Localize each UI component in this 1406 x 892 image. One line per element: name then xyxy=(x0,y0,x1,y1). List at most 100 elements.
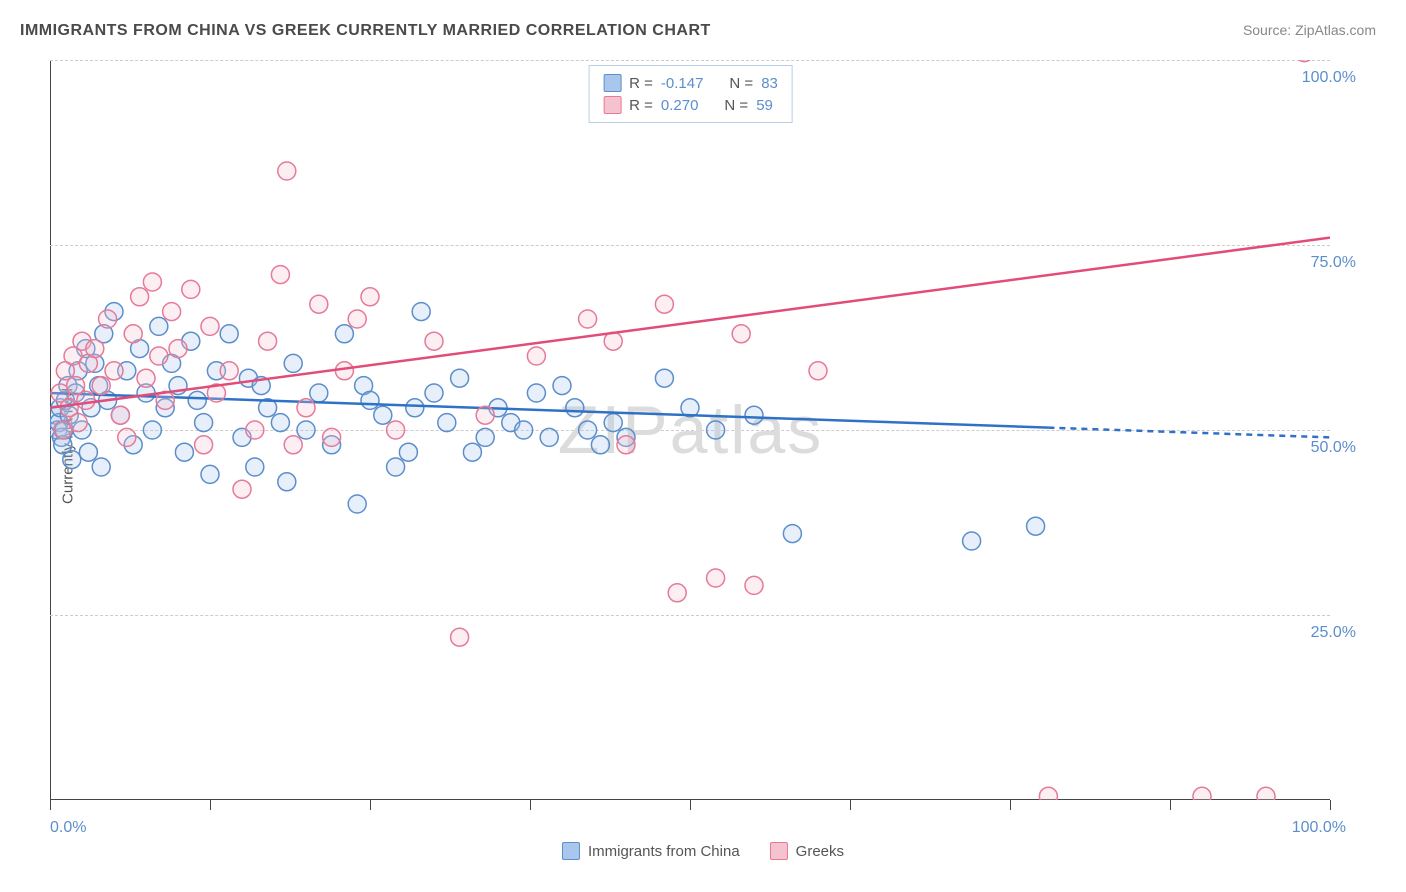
scatter-point xyxy=(591,436,609,454)
scatter-point xyxy=(1257,787,1275,800)
source-label: Source: ZipAtlas.com xyxy=(1243,22,1376,38)
x-tick-left: 0.0% xyxy=(50,819,86,837)
scatter-point xyxy=(745,576,763,594)
scatter-point xyxy=(540,428,558,446)
scatter-point xyxy=(335,325,353,343)
scatter-point xyxy=(399,443,417,461)
scatter-point xyxy=(438,414,456,432)
trend-line xyxy=(50,238,1330,408)
scatter-point xyxy=(707,421,725,439)
scatter-point xyxy=(278,162,296,180)
scatter-point xyxy=(348,310,366,328)
scatter-point xyxy=(348,495,366,513)
scatter-point xyxy=(297,421,315,439)
scatter-point xyxy=(604,414,622,432)
x-tick xyxy=(690,800,691,810)
scatter-point xyxy=(476,428,494,446)
n-value-china: 83 xyxy=(761,75,778,92)
x-tick xyxy=(1010,800,1011,810)
scatter-point xyxy=(246,421,264,439)
scatter-point xyxy=(246,458,264,476)
x-tick xyxy=(530,800,531,810)
scatter-point xyxy=(1039,787,1057,800)
scatter-point xyxy=(463,443,481,461)
r-value-greek: 0.270 xyxy=(661,97,699,114)
r-label: R = xyxy=(629,97,653,114)
scatter-point xyxy=(271,414,289,432)
scatter-point xyxy=(809,362,827,380)
scatter-point xyxy=(451,369,469,387)
scatter-point xyxy=(451,628,469,646)
x-tick-right: 100.0% xyxy=(1292,819,1346,837)
scatter-point xyxy=(323,428,341,446)
correlation-legend: R = -0.147 N = 83 R = 0.270 N = 59 xyxy=(588,65,793,123)
scatter-point xyxy=(118,428,136,446)
scatter-point xyxy=(284,436,302,454)
scatter-point xyxy=(310,384,328,402)
scatter-point xyxy=(707,569,725,587)
scatter-point xyxy=(86,340,104,358)
scatter-point xyxy=(220,325,238,343)
scatter-point xyxy=(579,421,597,439)
scatter-point xyxy=(361,288,379,306)
x-tick xyxy=(50,800,51,810)
scatter-point xyxy=(143,273,161,291)
scatter-point xyxy=(201,465,219,483)
scatter-point xyxy=(111,406,129,424)
scatter-point xyxy=(553,377,571,395)
scatter-point xyxy=(566,399,584,417)
scatter-point xyxy=(412,303,430,321)
scatter-point xyxy=(579,310,597,328)
scatter-point xyxy=(150,347,168,365)
scatter-point xyxy=(182,280,200,298)
scatter-point xyxy=(137,369,155,387)
scatter-point xyxy=(69,414,87,432)
x-tick xyxy=(1170,800,1171,810)
scatter-point xyxy=(425,332,443,350)
chart-container: IMMIGRANTS FROM CHINA VS GREEK CURRENTLY… xyxy=(0,0,1406,892)
scatter-point xyxy=(77,391,95,409)
legend-label-china: Immigrants from China xyxy=(588,843,740,860)
scatter-point xyxy=(163,303,181,321)
x-tick xyxy=(210,800,211,810)
scatter-point xyxy=(515,421,533,439)
scatter-point xyxy=(284,354,302,372)
scatter-point xyxy=(143,421,161,439)
n-value-greek: 59 xyxy=(756,97,773,114)
scatter-point xyxy=(1027,517,1045,535)
x-tick xyxy=(850,800,851,810)
n-label: N = xyxy=(724,97,748,114)
chart-svg xyxy=(50,60,1330,800)
scatter-point xyxy=(668,584,686,602)
scatter-point xyxy=(92,377,110,395)
scatter-point xyxy=(79,443,97,461)
scatter-point xyxy=(476,406,494,424)
scatter-point xyxy=(105,362,123,380)
scatter-point xyxy=(169,340,187,358)
scatter-point xyxy=(233,480,251,498)
scatter-point xyxy=(259,332,277,350)
scatter-point xyxy=(63,451,81,469)
scatter-point xyxy=(745,406,763,424)
x-tick xyxy=(370,800,371,810)
scatter-point xyxy=(92,458,110,476)
scatter-point xyxy=(131,288,149,306)
scatter-point xyxy=(201,317,219,335)
scatter-point xyxy=(406,399,424,417)
scatter-point xyxy=(297,399,315,417)
legend-item-china: Immigrants from China xyxy=(562,842,740,860)
scatter-point xyxy=(732,325,750,343)
chart-title: IMMIGRANTS FROM CHINA VS GREEK CURRENTLY… xyxy=(20,22,711,40)
series-legend: Immigrants from China Greeks xyxy=(562,842,844,860)
trend-line-dashed xyxy=(1048,428,1330,438)
scatter-point xyxy=(99,310,117,328)
scatter-point xyxy=(527,347,545,365)
scatter-point xyxy=(655,369,673,387)
legend-item-greek: Greeks xyxy=(770,842,844,860)
scatter-point xyxy=(220,362,238,380)
scatter-point xyxy=(278,473,296,491)
scatter-point xyxy=(335,362,353,380)
scatter-point xyxy=(1295,60,1313,62)
scatter-point xyxy=(310,295,328,313)
scatter-point xyxy=(527,384,545,402)
